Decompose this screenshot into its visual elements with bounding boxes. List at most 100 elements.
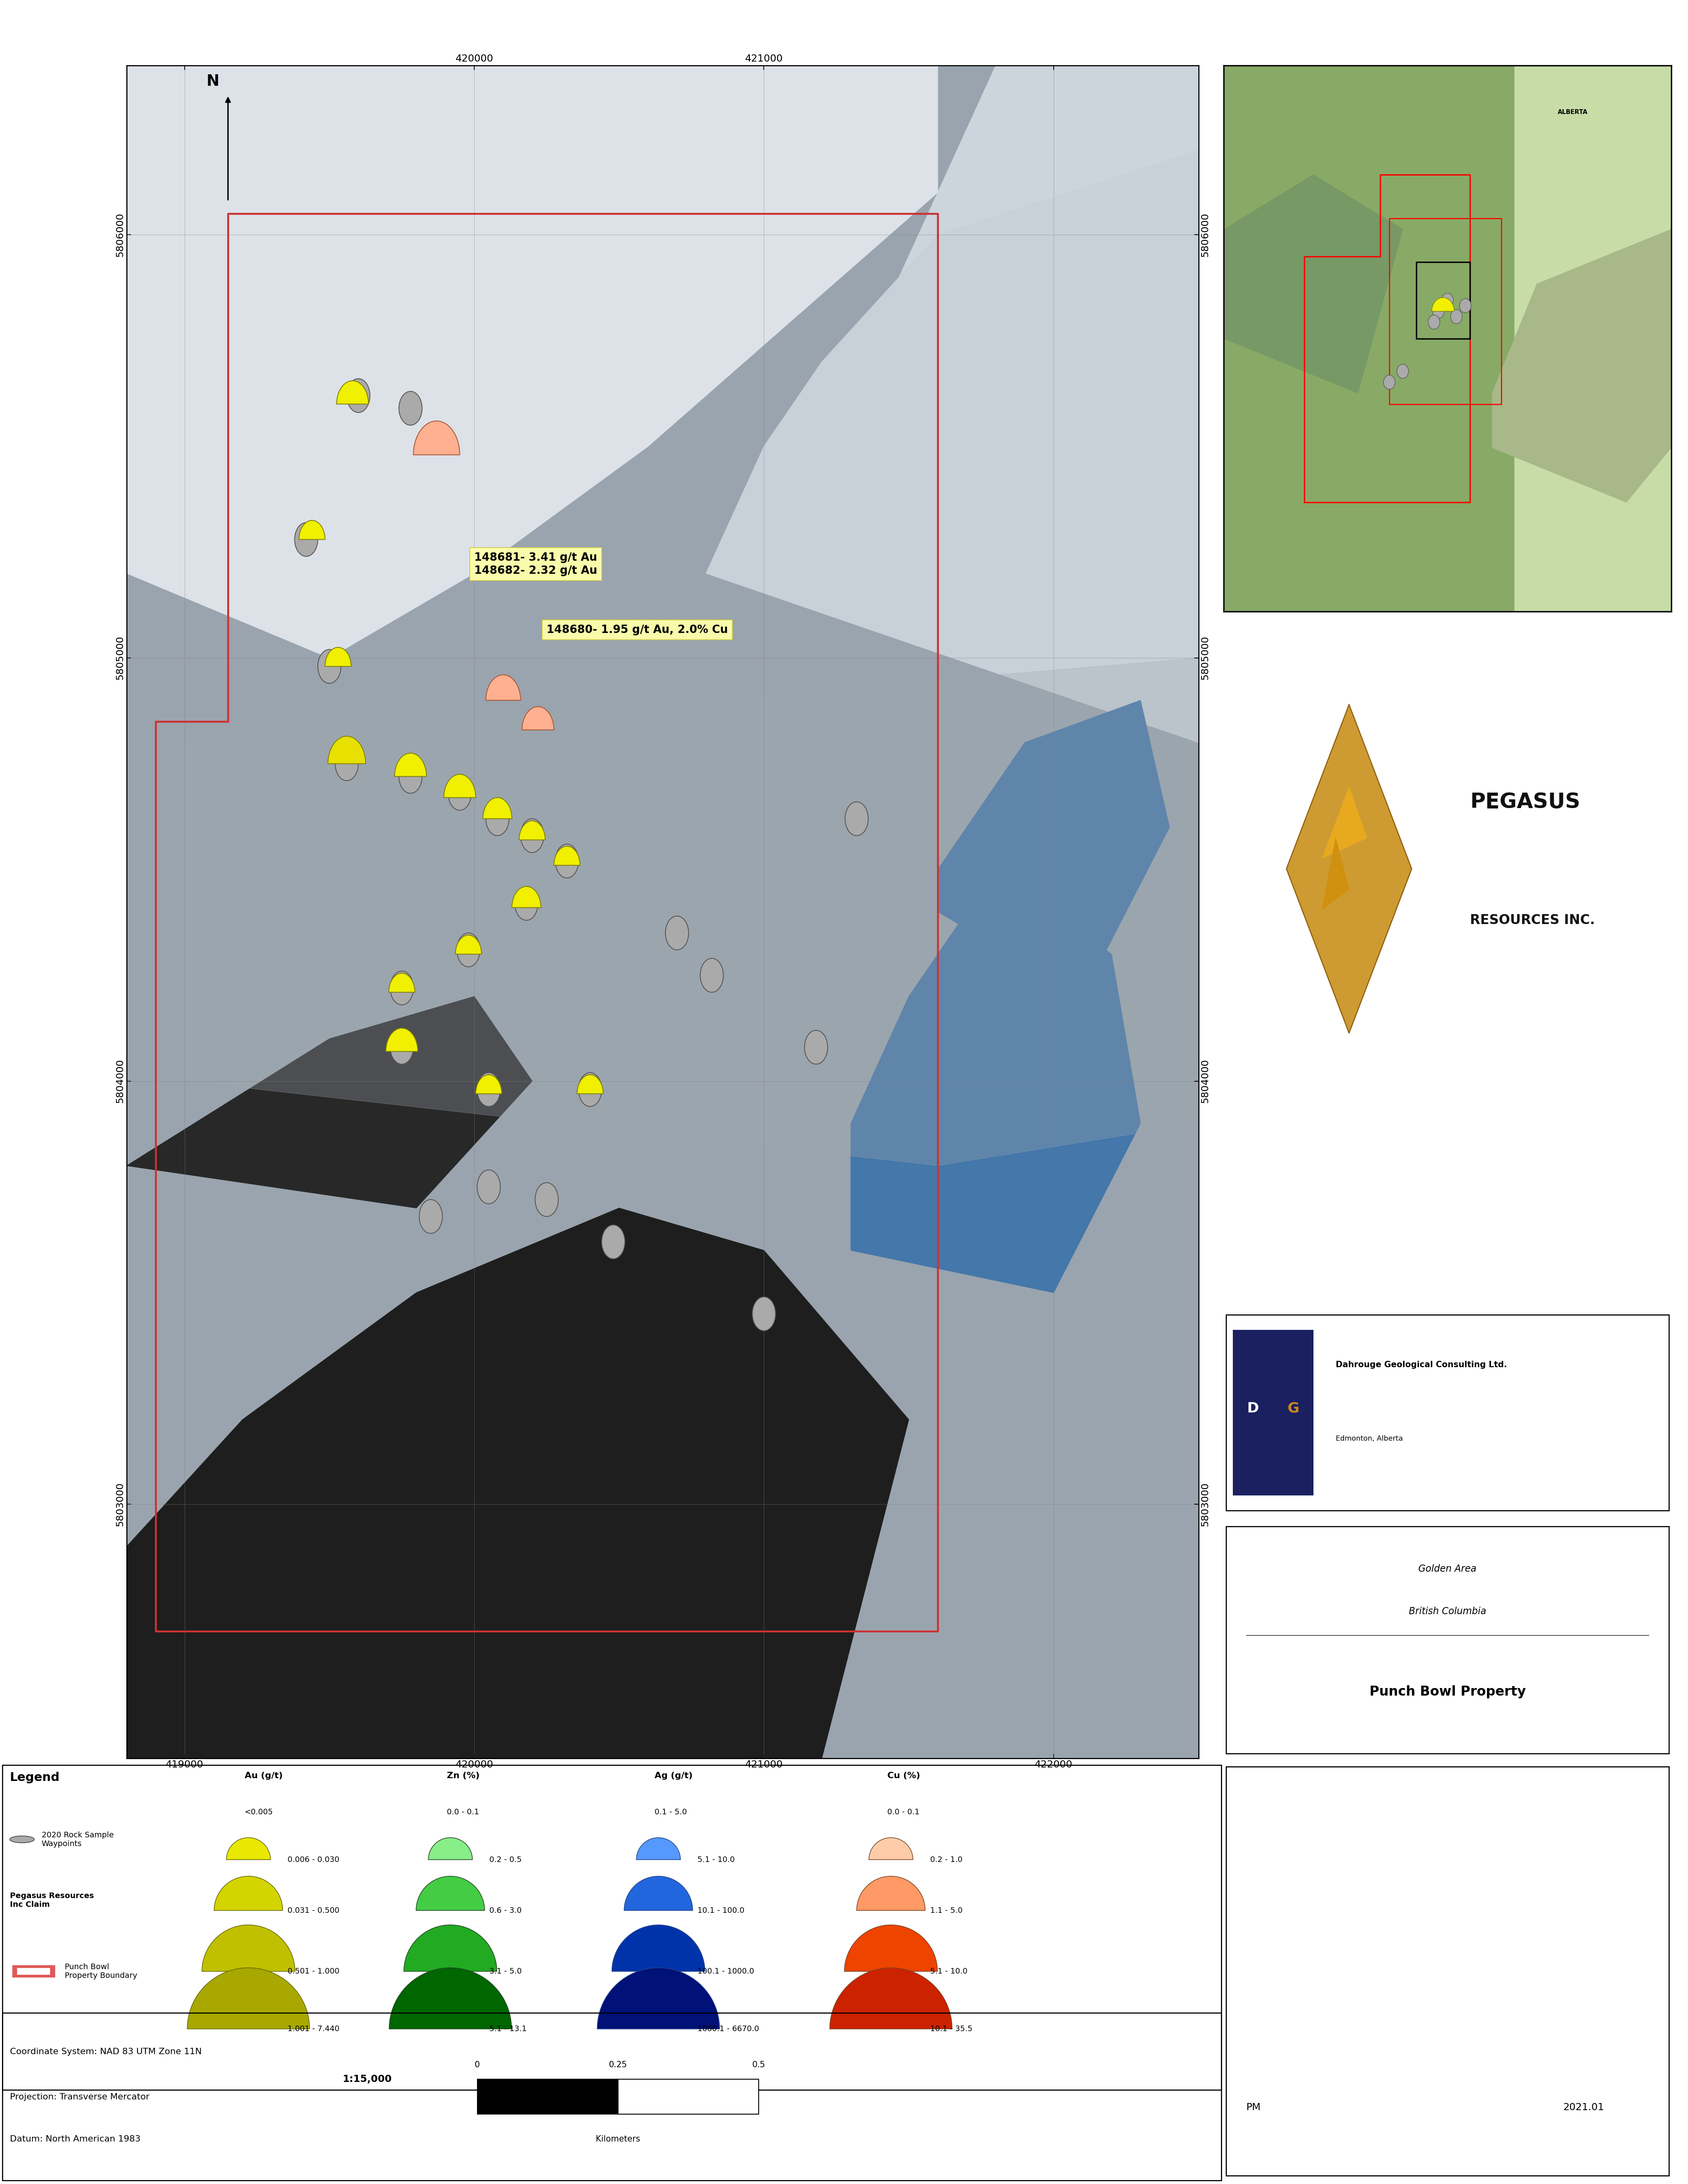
Wedge shape — [395, 753, 427, 778]
Text: Cu (%): Cu (%) — [888, 1771, 920, 1780]
Text: Legend: Legend — [10, 1771, 59, 1782]
Polygon shape — [187, 1968, 309, 2029]
Polygon shape — [869, 1837, 913, 1861]
Text: 0.006 - 0.030: 0.006 - 0.030 — [287, 1856, 339, 1863]
Wedge shape — [299, 520, 326, 539]
Text: G: G — [1288, 1402, 1300, 1415]
Circle shape — [398, 391, 422, 426]
Circle shape — [346, 378, 370, 413]
Polygon shape — [844, 1924, 937, 1972]
Circle shape — [1384, 376, 1394, 389]
Polygon shape — [851, 869, 1141, 1293]
Circle shape — [1450, 310, 1462, 323]
Circle shape — [449, 778, 471, 810]
Polygon shape — [611, 1924, 706, 1972]
Circle shape — [478, 1171, 500, 1203]
Polygon shape — [127, 996, 532, 1208]
Polygon shape — [127, 66, 939, 657]
Bar — [1514, 66, 1671, 612]
Text: Kilometers: Kilometers — [596, 2136, 640, 2143]
Text: 0.501 - 1.000: 0.501 - 1.000 — [287, 1968, 339, 1974]
Text: N: N — [206, 74, 219, 90]
Circle shape — [10, 1837, 34, 1843]
Circle shape — [515, 887, 538, 919]
Text: ALBERTA: ALBERTA — [1558, 109, 1588, 116]
Polygon shape — [429, 1837, 473, 1861]
Wedge shape — [476, 1075, 501, 1094]
Circle shape — [390, 1031, 414, 1064]
Text: 1000.1 - 6670.0: 1000.1 - 6670.0 — [697, 2025, 760, 2033]
Text: 1.1 - 5.0: 1.1 - 5.0 — [930, 1907, 962, 1913]
Circle shape — [579, 1072, 601, 1107]
Wedge shape — [483, 797, 511, 819]
Polygon shape — [127, 1208, 908, 1758]
Bar — [1224, 66, 1514, 612]
Text: 0.5: 0.5 — [753, 2062, 765, 2068]
Bar — [618, 2079, 760, 2114]
Polygon shape — [226, 1837, 270, 1861]
Text: 10.1 - 35.5: 10.1 - 35.5 — [930, 2025, 972, 2033]
Text: 5.1 - 10.0: 5.1 - 10.0 — [930, 1968, 967, 1974]
Circle shape — [805, 1031, 827, 1064]
Text: 5.1 - 13.1: 5.1 - 13.1 — [490, 2025, 527, 2033]
Polygon shape — [636, 1837, 680, 1861]
Circle shape — [535, 1184, 559, 1216]
Text: Coordinate System: NAD 83 UTM Zone 11N: Coordinate System: NAD 83 UTM Zone 11N — [10, 2049, 201, 2055]
Text: 148681- 3.41 g/t Au
148682- 2.32 g/t Au: 148681- 3.41 g/t Au 148682- 2.32 g/t Au — [474, 553, 598, 577]
Polygon shape — [1286, 705, 1411, 1033]
Polygon shape — [203, 1924, 295, 1972]
Wedge shape — [387, 1029, 417, 1051]
Circle shape — [295, 522, 317, 557]
Text: Datum: North American 1983: Datum: North American 1983 — [10, 2136, 140, 2143]
Wedge shape — [414, 422, 459, 454]
Wedge shape — [1431, 297, 1453, 312]
Bar — [1232, 1330, 1313, 1496]
Circle shape — [336, 747, 358, 780]
Circle shape — [601, 1225, 625, 1258]
Polygon shape — [1492, 229, 1671, 502]
Polygon shape — [1224, 175, 1403, 393]
Wedge shape — [486, 675, 520, 701]
Polygon shape — [598, 1968, 719, 2029]
Circle shape — [701, 959, 724, 992]
Text: 148680- 1.95 g/t Au, 2.0% Cu: 148680- 1.95 g/t Au, 2.0% Cu — [547, 625, 728, 636]
Wedge shape — [388, 974, 415, 992]
Polygon shape — [939, 701, 1170, 996]
Circle shape — [1442, 293, 1453, 308]
Polygon shape — [403, 1924, 496, 1972]
Polygon shape — [390, 1968, 511, 2029]
Text: 5.1 - 10.0: 5.1 - 10.0 — [697, 1856, 734, 1863]
Bar — [1416, 262, 1470, 339]
Polygon shape — [625, 1876, 692, 1911]
Text: 0.25: 0.25 — [609, 2062, 628, 2068]
Text: 0: 0 — [474, 2062, 479, 2068]
Text: D: D — [1247, 1402, 1259, 1415]
Text: 1:15,000: 1:15,000 — [343, 2075, 392, 2084]
Text: 2021.01: 2021.01 — [1563, 2103, 1604, 2112]
Circle shape — [478, 1072, 500, 1107]
Text: Projection: Transverse Mercator: Projection: Transverse Mercator — [10, 2092, 149, 2101]
Wedge shape — [456, 935, 481, 954]
Wedge shape — [327, 736, 366, 764]
Wedge shape — [444, 775, 476, 797]
Text: British Columbia: British Columbia — [1409, 1607, 1485, 1616]
Text: PM: PM — [1246, 2103, 1261, 2112]
Text: <0.005: <0.005 — [245, 1808, 273, 1817]
Circle shape — [486, 802, 510, 836]
Text: 0.6 - 3.0: 0.6 - 3.0 — [490, 1907, 522, 1913]
Text: 0.2 - 1.0: 0.2 - 1.0 — [930, 1856, 962, 1863]
Circle shape — [398, 760, 422, 793]
Text: PEGASUS: PEGASUS — [1470, 793, 1580, 812]
Wedge shape — [522, 708, 554, 729]
Text: Dahrouge Geological Consulting Ltd.: Dahrouge Geological Consulting Ltd. — [1335, 1361, 1507, 1369]
Text: 2020 Rock Sample
Waypoints: 2020 Rock Sample Waypoints — [42, 1830, 113, 1848]
Text: Pegasus Resources
Inc Claim: Pegasus Resources Inc Claim — [10, 1891, 95, 1909]
Polygon shape — [830, 1968, 952, 2029]
Text: Zn (%): Zn (%) — [447, 1771, 479, 1780]
Text: 0.031 - 0.500: 0.031 - 0.500 — [287, 1907, 339, 1913]
Text: 100.1 - 1000.0: 100.1 - 1000.0 — [697, 1968, 755, 1974]
Polygon shape — [1322, 786, 1367, 858]
Wedge shape — [336, 380, 368, 404]
Circle shape — [419, 1199, 442, 1234]
Polygon shape — [1322, 839, 1349, 911]
